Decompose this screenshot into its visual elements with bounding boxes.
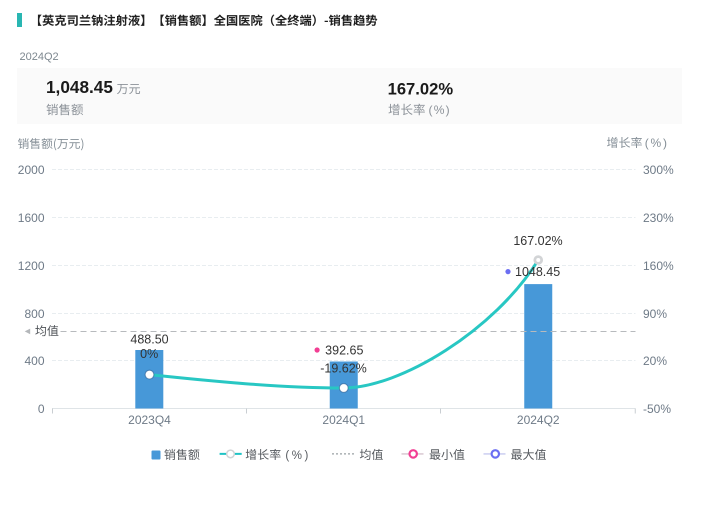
svg-text:(%): (%): [429, 103, 451, 117]
svg-text:-50%: -50%: [643, 402, 671, 416]
svg-text:160%: 160%: [643, 259, 674, 273]
svg-text:2024Q1: 2024Q1: [322, 413, 365, 427]
svg-text:90%: 90%: [643, 307, 667, 321]
svg-text:(%): (%): [285, 450, 310, 462]
svg-text:0%: 0%: [140, 347, 158, 361]
svg-text:230%: 230%: [643, 211, 674, 225]
svg-text:167.02%: 167.02%: [388, 80, 454, 99]
svg-text:2024Q2: 2024Q2: [20, 51, 59, 63]
svg-text:-19.62%: -19.62%: [320, 362, 367, 376]
svg-text:300%: 300%: [643, 163, 674, 177]
svg-text:20%: 20%: [643, 354, 667, 368]
svg-text:167.02%: 167.02%: [513, 234, 562, 248]
svg-text:1200: 1200: [18, 259, 45, 273]
svg-text:800: 800: [24, 307, 44, 321]
svg-text:1600: 1600: [18, 211, 45, 225]
svg-text:2023Q4: 2023Q4: [128, 413, 171, 427]
svg-text:2000: 2000: [18, 163, 45, 177]
svg-text:1,048.45: 1,048.45: [46, 77, 113, 97]
svg-text:0: 0: [38, 402, 45, 416]
svg-text:400: 400: [24, 354, 44, 368]
svg-text:488.50: 488.50: [130, 332, 168, 346]
svg-text:(%): (%): [645, 136, 669, 150]
svg-text:1048.45: 1048.45: [515, 265, 560, 279]
svg-text:392.65: 392.65: [325, 343, 363, 357]
svg-text:2024Q2: 2024Q2: [517, 413, 560, 427]
